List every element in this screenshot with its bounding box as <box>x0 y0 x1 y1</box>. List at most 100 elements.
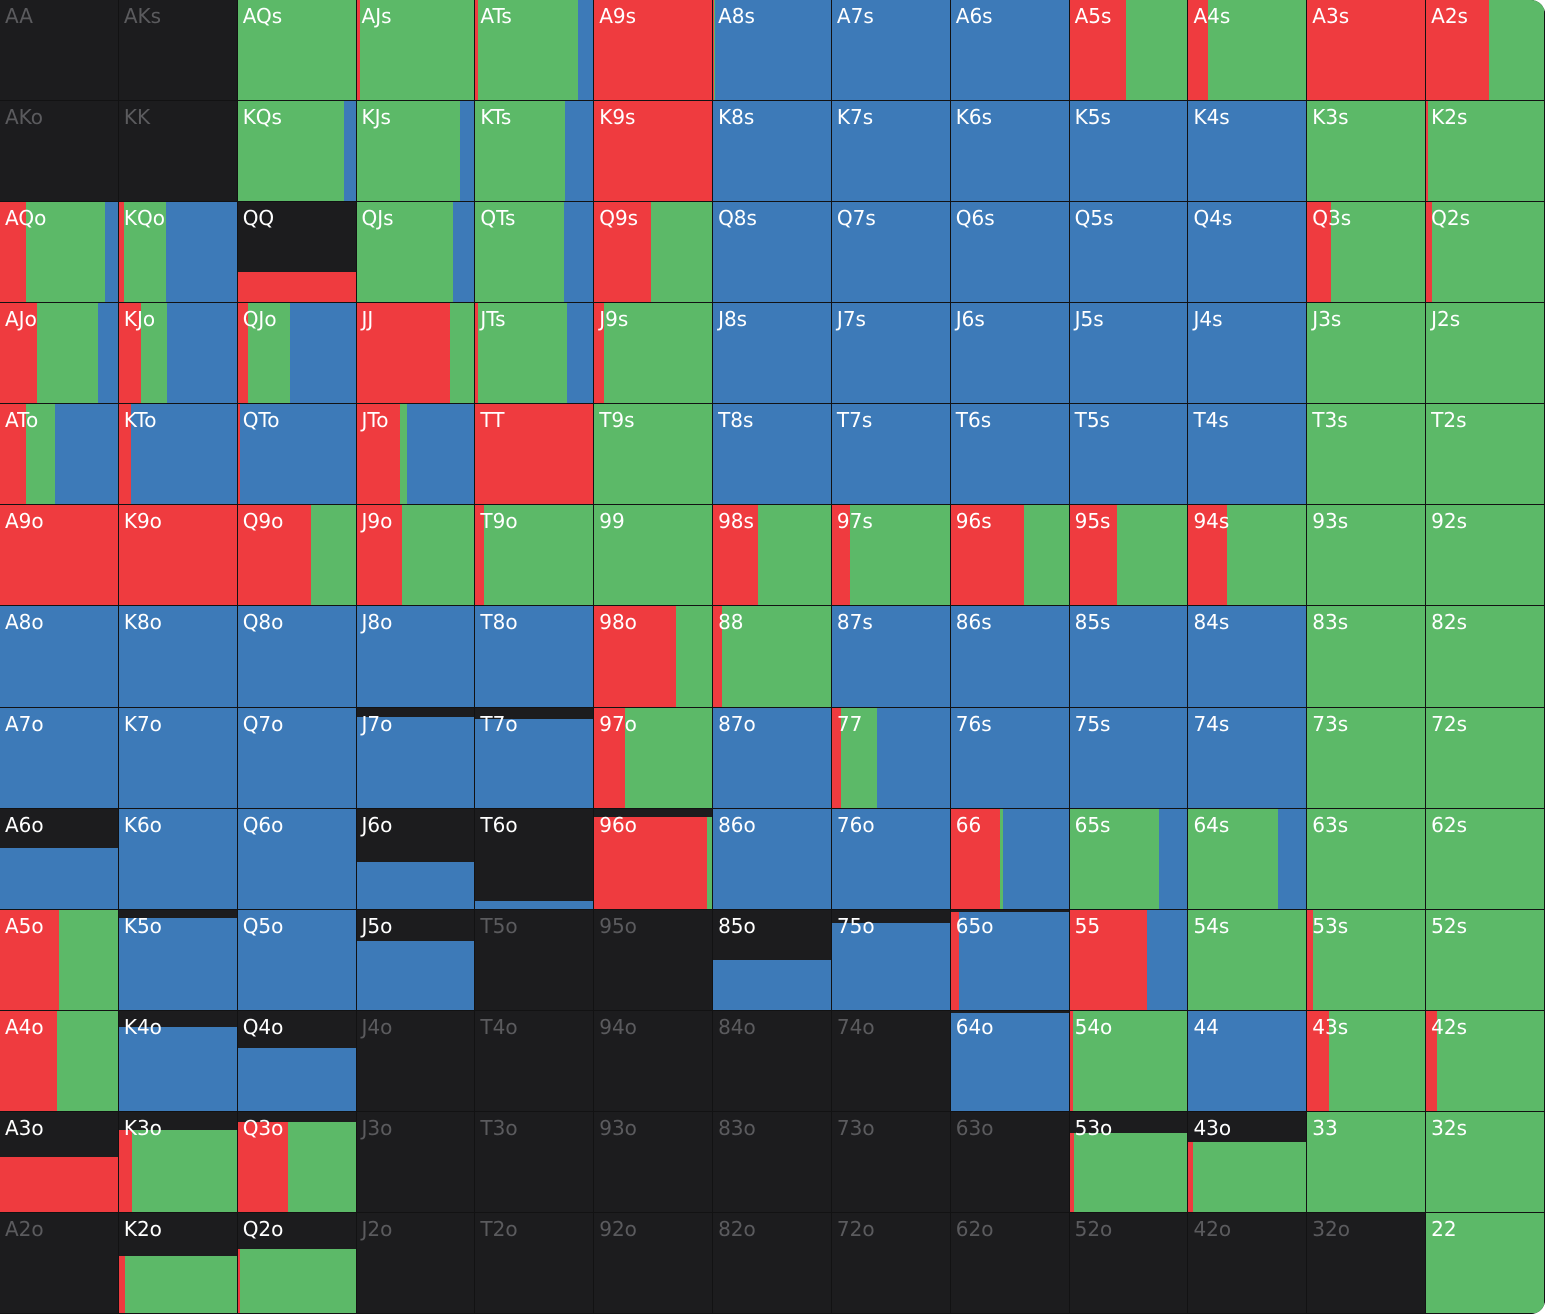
hand-cell-T3o[interactable]: T3o <box>475 1111 595 1213</box>
hand-cell-96o[interactable]: 96o <box>594 808 714 910</box>
hand-cell-54o[interactable]: 54o <box>1069 1010 1189 1112</box>
hand-cell-76o[interactable]: 76o <box>831 808 951 910</box>
hand-cell-98s[interactable]: 98s <box>713 505 832 607</box>
hand-cell-AQs[interactable]: AQs <box>237 0 357 102</box>
hand-cell-K3s[interactable]: K3s <box>1307 101 1427 203</box>
hand-cell-J4s[interactable]: J4s <box>1188 303 1308 405</box>
hand-cell-76s[interactable]: 76s <box>950 707 1070 809</box>
hand-cell-Q4s[interactable]: Q4s <box>1188 202 1308 304</box>
hand-cell-KTs[interactable]: KTs <box>475 101 595 203</box>
hand-cell-Q7o[interactable]: Q7o <box>237 707 357 809</box>
hand-cell-QTo[interactable]: QTo <box>237 404 357 506</box>
hand-cell-97s[interactable]: 97s <box>831 505 951 607</box>
hand-cell-J2s[interactable]: J2s <box>1426 303 1545 405</box>
hand-cell-Q6o[interactable]: Q6o <box>237 808 357 910</box>
hand-cell-75o[interactable]: 75o <box>831 909 951 1011</box>
hand-cell-87o[interactable]: 87o <box>713 707 832 809</box>
hand-cell-95s[interactable]: 95s <box>1069 505 1189 607</box>
hand-cell-J6s[interactable]: J6s <box>950 303 1070 405</box>
hand-cell-32s[interactable]: 32s <box>1426 1111 1545 1213</box>
hand-cell-Q2s[interactable]: Q2s <box>1426 202 1545 304</box>
hand-cell-54s[interactable]: 54s <box>1188 909 1308 1011</box>
hand-cell-63s[interactable]: 63s <box>1307 808 1427 910</box>
hand-cell-J3s[interactable]: J3s <box>1307 303 1427 405</box>
hand-cell-92o[interactable]: 92o <box>594 1212 714 1314</box>
hand-cell-J7s[interactable]: J7s <box>831 303 951 405</box>
hand-cell-A9o[interactable]: A9o <box>0 505 119 607</box>
hand-cell-A8o[interactable]: A8o <box>0 606 119 708</box>
hand-cell-A9s[interactable]: A9s <box>594 0 714 102</box>
hand-cell-Q3s[interactable]: Q3s <box>1307 202 1427 304</box>
hand-cell-KQo[interactable]: KQo <box>118 202 238 304</box>
hand-cell-T3s[interactable]: T3s <box>1307 404 1427 506</box>
hand-cell-A7o[interactable]: A7o <box>0 707 119 809</box>
hand-cell-93o[interactable]: 93o <box>594 1111 714 1213</box>
hand-cell-Q5o[interactable]: Q5o <box>237 909 357 1011</box>
hand-cell-32o[interactable]: 32o <box>1307 1212 1427 1314</box>
hand-cell-A3s[interactable]: A3s <box>1307 0 1427 102</box>
hand-cell-QQ[interactable]: QQ <box>237 202 357 304</box>
hand-cell-T5o[interactable]: T5o <box>475 909 595 1011</box>
hand-cell-Q9s[interactable]: Q9s <box>594 202 714 304</box>
hand-cell-ATo[interactable]: ATo <box>0 404 119 506</box>
hand-cell-43s[interactable]: 43s <box>1307 1010 1427 1112</box>
hand-cell-74s[interactable]: 74s <box>1188 707 1308 809</box>
hand-cell-88[interactable]: 88 <box>713 606 832 708</box>
hand-cell-J4o[interactable]: J4o <box>356 1010 476 1112</box>
hand-cell-A2o[interactable]: A2o <box>0 1212 119 1314</box>
hand-cell-K2s[interactable]: K2s <box>1426 101 1545 203</box>
hand-cell-K6s[interactable]: K6s <box>950 101 1070 203</box>
hand-cell-73s[interactable]: 73s <box>1307 707 1427 809</box>
hand-cell-A6o[interactable]: A6o <box>0 808 119 910</box>
hand-cell-K4s[interactable]: K4s <box>1188 101 1308 203</box>
hand-cell-42s[interactable]: 42s <box>1426 1010 1545 1112</box>
hand-cell-K2o[interactable]: K2o <box>118 1212 238 1314</box>
hand-cell-J8s[interactable]: J8s <box>713 303 832 405</box>
hand-cell-22[interactable]: 22 <box>1426 1212 1545 1314</box>
hand-cell-T9s[interactable]: T9s <box>594 404 714 506</box>
hand-cell-QTs[interactable]: QTs <box>475 202 595 304</box>
hand-cell-T2o[interactable]: T2o <box>475 1212 595 1314</box>
hand-cell-J9s[interactable]: J9s <box>594 303 714 405</box>
hand-cell-92s[interactable]: 92s <box>1426 505 1545 607</box>
hand-cell-T8o[interactable]: T8o <box>475 606 595 708</box>
hand-cell-T4s[interactable]: T4s <box>1188 404 1308 506</box>
hand-cell-J7o[interactable]: J7o <box>356 707 476 809</box>
hand-cell-J5s[interactable]: J5s <box>1069 303 1189 405</box>
hand-cell-A8s[interactable]: A8s <box>713 0 832 102</box>
hand-cell-64s[interactable]: 64s <box>1188 808 1308 910</box>
hand-cell-AQo[interactable]: AQo <box>0 202 119 304</box>
hand-cell-33[interactable]: 33 <box>1307 1111 1427 1213</box>
hand-cell-AJs[interactable]: AJs <box>356 0 476 102</box>
hand-cell-T6s[interactable]: T6s <box>950 404 1070 506</box>
hand-cell-AKo[interactable]: AKo <box>0 101 119 203</box>
hand-cell-A6s[interactable]: A6s <box>950 0 1070 102</box>
hand-cell-K9o[interactable]: K9o <box>118 505 238 607</box>
hand-cell-J9o[interactable]: J9o <box>356 505 476 607</box>
hand-cell-62o[interactable]: 62o <box>950 1212 1070 1314</box>
hand-cell-K8s[interactable]: K8s <box>713 101 832 203</box>
hand-cell-65s[interactable]: 65s <box>1069 808 1189 910</box>
hand-cell-T8s[interactable]: T8s <box>713 404 832 506</box>
hand-cell-T5s[interactable]: T5s <box>1069 404 1189 506</box>
hand-cell-A5s[interactable]: A5s <box>1069 0 1189 102</box>
hand-cell-94s[interactable]: 94s <box>1188 505 1308 607</box>
hand-cell-42o[interactable]: 42o <box>1188 1212 1308 1314</box>
hand-cell-T7s[interactable]: T7s <box>831 404 951 506</box>
hand-cell-93s[interactable]: 93s <box>1307 505 1427 607</box>
hand-cell-K7o[interactable]: K7o <box>118 707 238 809</box>
hand-cell-97o[interactable]: 97o <box>594 707 714 809</box>
hand-cell-J5o[interactable]: J5o <box>356 909 476 1011</box>
hand-cell-52o[interactable]: 52o <box>1069 1212 1189 1314</box>
hand-cell-62s[interactable]: 62s <box>1426 808 1545 910</box>
hand-cell-Q9o[interactable]: Q9o <box>237 505 357 607</box>
hand-cell-T7o[interactable]: T7o <box>475 707 595 809</box>
hand-cell-K6o[interactable]: K6o <box>118 808 238 910</box>
hand-cell-84o[interactable]: 84o <box>713 1010 832 1112</box>
hand-cell-QJs[interactable]: QJs <box>356 202 476 304</box>
hand-cell-AJo[interactable]: AJo <box>0 303 119 405</box>
hand-cell-A7s[interactable]: A7s <box>831 0 951 102</box>
hand-cell-T2s[interactable]: T2s <box>1426 404 1545 506</box>
hand-cell-JJ[interactable]: JJ <box>356 303 476 405</box>
hand-cell-T4o[interactable]: T4o <box>475 1010 595 1112</box>
